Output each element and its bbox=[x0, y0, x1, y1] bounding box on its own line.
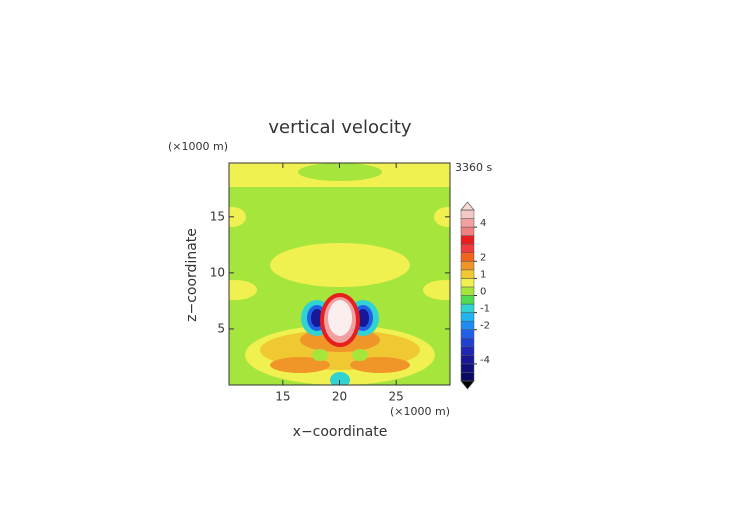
colorbar-band bbox=[460, 303, 475, 313]
colorbar-band bbox=[460, 286, 475, 296]
colorbar-tick-label: -4 bbox=[480, 355, 490, 366]
x-axis-label: x−coordinate bbox=[293, 424, 388, 440]
colorbar-under bbox=[460, 380, 475, 390]
colorbar-tick-label: -2 bbox=[480, 321, 490, 332]
colorbar-tick-label: -1 bbox=[480, 304, 490, 315]
y-tick-label: 10 bbox=[210, 265, 225, 279]
y-unit: (×1000 m) bbox=[168, 140, 228, 153]
contour-field bbox=[229, 163, 450, 385]
colorbar-tick-label: 4 bbox=[480, 218, 486, 229]
colorbar-band bbox=[460, 226, 475, 236]
colorbar-tick-label: 1 bbox=[480, 269, 486, 280]
colorbar-tick-label: 2 bbox=[480, 252, 486, 263]
colorbar-band bbox=[460, 252, 475, 262]
colorbar-band bbox=[460, 346, 475, 356]
colorbar-band bbox=[460, 320, 475, 330]
colorbar-band bbox=[460, 329, 475, 339]
x-unit: (×1000 m) bbox=[390, 405, 450, 418]
colorbar-band bbox=[460, 278, 475, 288]
colorbar-band bbox=[460, 269, 475, 279]
y-axis-label: z−coordinate bbox=[184, 228, 200, 322]
colorbar-band bbox=[460, 295, 475, 305]
colorbar-over bbox=[460, 201, 475, 211]
x-tick-label: 25 bbox=[389, 390, 404, 404]
colorbar-band bbox=[460, 235, 475, 245]
x-tick-label: 15 bbox=[275, 390, 290, 404]
colorbar-band bbox=[460, 338, 475, 348]
x-tick-label: 20 bbox=[332, 390, 347, 404]
colorbar-band bbox=[460, 261, 475, 271]
colorbar-band bbox=[460, 209, 475, 219]
y-tick-label: 15 bbox=[210, 209, 225, 223]
colorbar-band bbox=[460, 312, 475, 322]
colorbar-band bbox=[460, 243, 475, 253]
y-tick-label: 5 bbox=[217, 321, 225, 335]
colorbar-band bbox=[460, 218, 475, 228]
colorbar-band bbox=[460, 363, 475, 373]
colorbar-band bbox=[460, 372, 475, 382]
colorbar-tick-label: 0 bbox=[480, 287, 486, 298]
time-label: 3360 s bbox=[455, 161, 492, 174]
colorbar-band bbox=[460, 355, 475, 365]
chart-title: vertical velocity bbox=[268, 117, 412, 138]
